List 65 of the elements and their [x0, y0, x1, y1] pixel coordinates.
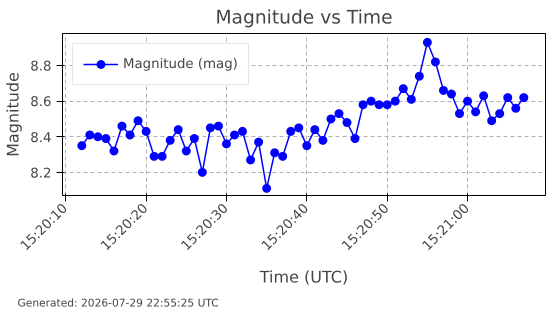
point — [350, 134, 360, 144]
point — [270, 148, 280, 158]
text: Generated: 2026-07-29 22:55:25 UTC — [18, 296, 219, 310]
point — [366, 96, 376, 106]
point — [190, 134, 199, 144]
point — [117, 122, 126, 131]
point — [262, 184, 272, 193]
point — [446, 90, 456, 99]
point — [406, 94, 416, 104]
point — [126, 130, 134, 140]
y-tick-label: 8.4 — [30, 130, 52, 146]
point — [77, 141, 86, 150]
point — [93, 132, 102, 142]
point — [254, 138, 264, 147]
point — [174, 125, 183, 134]
point — [222, 139, 231, 148]
point — [150, 152, 159, 161]
point — [390, 96, 400, 106]
point — [318, 136, 328, 145]
point — [503, 93, 512, 102]
point — [230, 130, 239, 140]
point — [511, 104, 520, 113]
point — [166, 136, 175, 145]
point — [134, 116, 143, 126]
y-tick-label: 8.6 — [30, 95, 52, 110]
point — [358, 100, 368, 110]
point — [463, 96, 472, 106]
point — [302, 141, 312, 150]
point — [495, 109, 504, 118]
point — [342, 118, 352, 128]
point — [430, 57, 440, 66]
point — [109, 146, 118, 156]
point — [479, 91, 488, 100]
point — [326, 114, 336, 124]
point — [142, 126, 151, 136]
point — [182, 146, 191, 156]
point — [487, 116, 496, 126]
point — [286, 126, 296, 136]
point — [471, 107, 480, 116]
y-tick-label: 8.2 — [30, 166, 52, 182]
point — [374, 100, 384, 110]
point — [422, 38, 432, 47]
y-axis-title: Magnitude — [3, 72, 22, 157]
point — [438, 86, 448, 95]
point — [310, 125, 320, 134]
point — [206, 123, 215, 132]
point — [158, 152, 167, 161]
point — [455, 109, 464, 118]
x-axis-title: Time (UTC) — [258, 267, 348, 286]
point — [198, 168, 207, 177]
point — [519, 93, 528, 102]
legend-label: Magnitude (mag) — [123, 56, 238, 72]
point — [238, 126, 248, 136]
point — [214, 122, 223, 131]
y-tick-label: 8.8 — [30, 60, 52, 75]
point — [334, 109, 344, 118]
point — [85, 130, 94, 140]
point — [414, 72, 424, 81]
chart-title: Magnitude vs Time — [215, 8, 393, 28]
point — [246, 155, 256, 164]
point — [294, 123, 304, 132]
point — [101, 134, 110, 144]
point — [382, 100, 392, 110]
point — [278, 152, 288, 161]
point — [398, 84, 408, 94]
